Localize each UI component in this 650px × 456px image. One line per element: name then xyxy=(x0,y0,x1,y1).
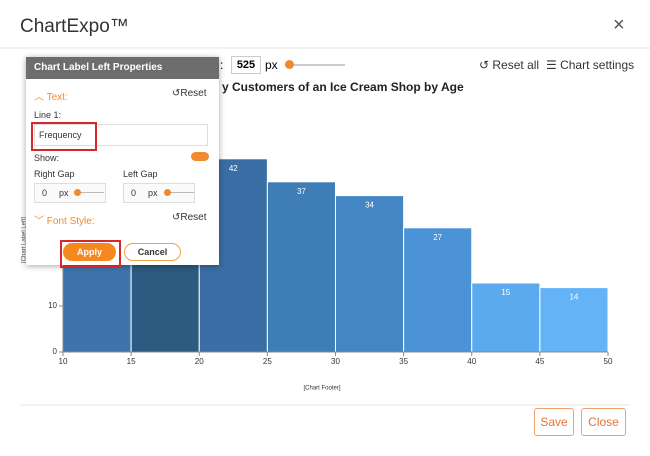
x-tick-label: 40 xyxy=(467,357,476,366)
bar xyxy=(403,227,473,353)
right-gap-unit: px xyxy=(59,188,69,198)
right-gap-knob[interactable] xyxy=(74,189,81,196)
right-gap-value[interactable]: 0 xyxy=(42,188,48,198)
x-tick-label: 25 xyxy=(263,357,272,366)
bar xyxy=(335,195,405,353)
right-gap-label: Right Gap xyxy=(34,169,75,179)
left-gap-unit: px xyxy=(148,188,158,198)
text-section[interactable]: ︿ Text: xyxy=(34,92,68,103)
reset-label[interactable]: Reset xyxy=(180,212,207,223)
left-gap-slider[interactable] xyxy=(164,192,194,193)
reset-all[interactable]: ↺ Reset all xyxy=(479,58,540,72)
show-toggle[interactable] xyxy=(191,152,209,161)
panel-title: Chart Label Left Properties xyxy=(26,57,219,79)
reset-font[interactable]: ↺Reset xyxy=(172,212,207,223)
slider-knob[interactable] xyxy=(285,60,294,69)
x-tick-label: 35 xyxy=(399,357,408,366)
chart-title: y Customers of an Ice Cream Shop by Age xyxy=(222,80,464,94)
reset-label[interactable]: Reset xyxy=(180,88,207,99)
x-tick-label: 30 xyxy=(331,357,340,366)
line1-input[interactable]: Frequency xyxy=(39,130,82,140)
right-gap-box[interactable] xyxy=(34,183,106,203)
chart-footer: [Chart Footer] xyxy=(303,386,340,392)
close-button[interactable]: Close xyxy=(581,408,626,436)
y-axis-label: [Chart Label Left] xyxy=(22,217,28,263)
left-gap-box[interactable] xyxy=(123,183,195,203)
bar xyxy=(266,181,336,353)
right-gap-slider[interactable] xyxy=(74,192,104,193)
data-label: 34 xyxy=(365,201,374,210)
x-tick-label: 20 xyxy=(195,357,204,366)
close-icon[interactable]: × xyxy=(613,14,625,36)
x-tick-label: 45 xyxy=(535,357,544,366)
highlight-box xyxy=(31,122,97,151)
left-gap-value[interactable]: 0 xyxy=(131,188,137,198)
font-style-label[interactable]: Font Style: xyxy=(46,216,95,227)
width-slider[interactable] xyxy=(285,64,345,66)
y-tick-label: 10 xyxy=(48,301,57,310)
x-tick-label: 10 xyxy=(59,357,68,366)
x-tick-label: 15 xyxy=(127,357,136,366)
left-gap-knob[interactable] xyxy=(164,189,171,196)
apply-button[interactable]: Apply xyxy=(63,243,116,261)
bar xyxy=(539,287,609,353)
save-button[interactable]: Save xyxy=(534,408,574,436)
app-title: ChartExpo™ xyxy=(20,16,129,37)
reset-text[interactable]: ↺Reset xyxy=(172,88,207,99)
properties-panel: Chart Label Left Properties ︿ Text: ↺Res… xyxy=(26,57,219,268)
y-tick-label: 0 xyxy=(53,347,58,356)
text-section-label[interactable]: Text: xyxy=(46,92,68,103)
x-tick-label: 50 xyxy=(604,357,613,366)
data-label: 15 xyxy=(501,288,510,297)
width-unit: px xyxy=(265,58,278,72)
show-label: Show: xyxy=(34,153,60,163)
width-prefix: : xyxy=(220,58,224,72)
chart-settings-label[interactable]: Chart settings xyxy=(560,58,635,72)
font-style-section[interactable]: ﹀ Font Style: xyxy=(34,216,95,227)
data-label: 14 xyxy=(569,293,578,302)
highlight-box xyxy=(60,240,121,268)
data-label: 27 xyxy=(433,233,442,242)
chart-settings[interactable]: ☰ Chart settings xyxy=(546,58,635,72)
cancel-button[interactable]: Cancel xyxy=(124,243,181,261)
width-input[interactable]: 525 xyxy=(231,56,261,74)
data-label: 42 xyxy=(229,164,238,173)
line1-label: Line 1: xyxy=(34,110,62,120)
data-label: 37 xyxy=(297,187,306,196)
line1-input-box[interactable] xyxy=(34,124,208,146)
left-gap-label: Left Gap xyxy=(123,169,158,179)
reset-all-label[interactable]: Reset all xyxy=(492,58,540,72)
